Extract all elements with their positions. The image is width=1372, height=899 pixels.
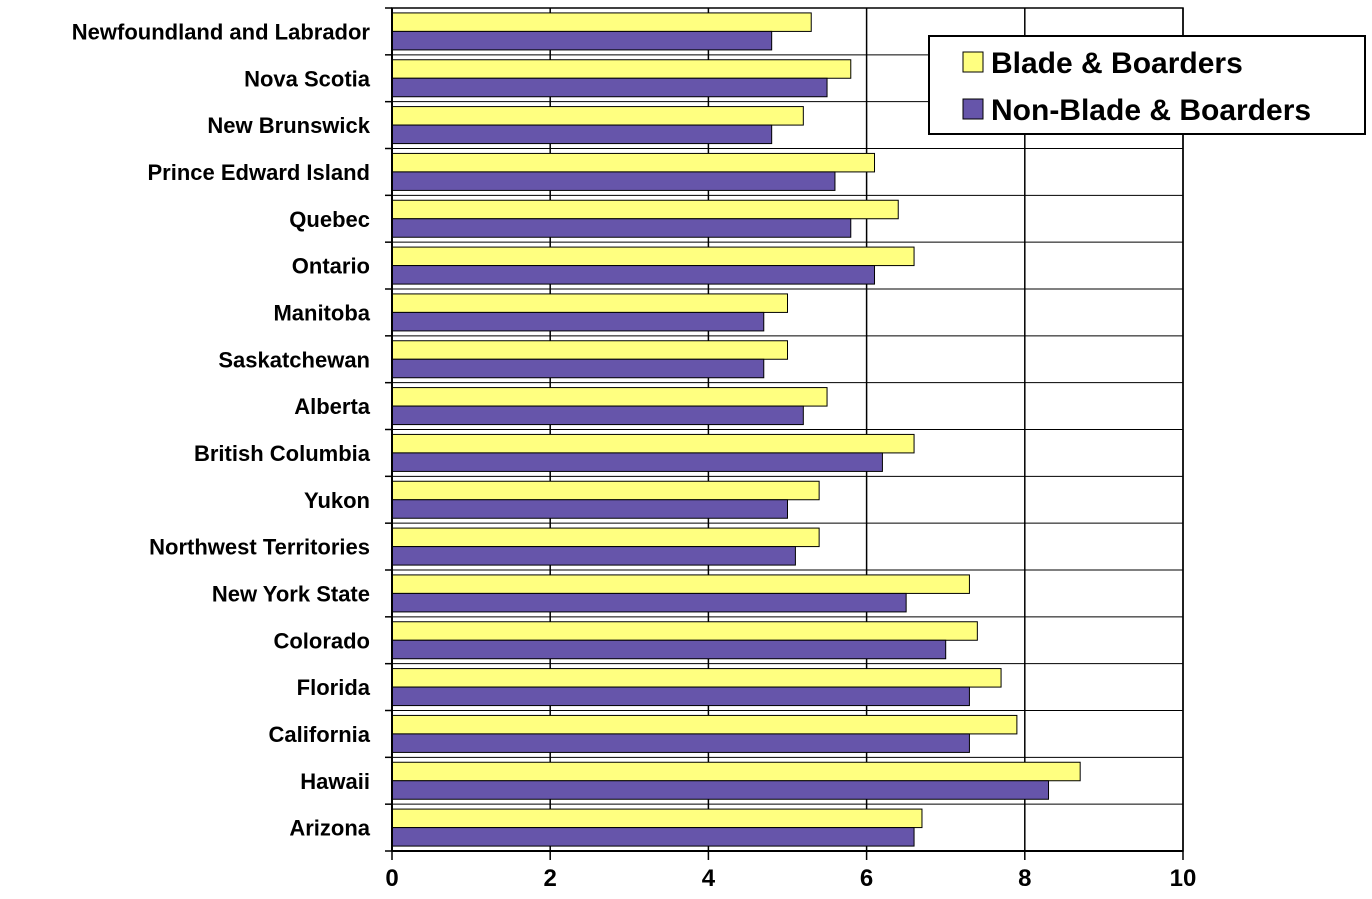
bar-non-blade-boarders (391, 77, 828, 98)
bar-non-blade-boarders (391, 452, 883, 472)
bar-blade-boarders (391, 480, 820, 501)
bar-non-blade-boarders (391, 499, 788, 519)
bar-blade-boarders (391, 340, 788, 360)
bar-blade-boarders (391, 574, 970, 594)
bar-non-blade-boarders (391, 218, 852, 238)
bar-non-blade-boarders (391, 733, 970, 753)
bar-blade-boarders (391, 152, 876, 173)
legend: Blade & Boarders Non-Blade & Boarders (928, 35, 1366, 135)
bar-blade-boarders (391, 433, 915, 454)
category-label: Arizona (289, 816, 370, 841)
bar-blade-boarders (391, 59, 852, 79)
bar-non-blade-boarders (391, 171, 836, 191)
x-tick-label: 2 (544, 865, 557, 892)
axes (385, 7, 1184, 860)
bar-blade-boarders (391, 246, 915, 267)
bar-non-blade-boarders (391, 827, 915, 847)
bar-blade-boarders (391, 12, 812, 32)
x-tick-label: 0 (385, 865, 398, 892)
bar-non-blade-boarders (391, 358, 765, 379)
legend-swatch (962, 98, 984, 120)
category-label: Yukon (304, 488, 370, 513)
category-label: Florida (297, 675, 371, 700)
x-tick-labels: 0 2 4 6 8 10 (385, 865, 1196, 892)
bar-non-blade-boarders (391, 780, 1050, 800)
bar-blade-boarders (391, 527, 820, 548)
x-tick-label: 8 (1018, 865, 1031, 892)
bar-blade-boarders (391, 387, 828, 407)
category-label: Newfoundland and Labrador (72, 19, 371, 44)
bar-non-blade-boarders (391, 686, 970, 707)
bar-blade-boarders (391, 293, 788, 313)
bar-blade-boarders (391, 714, 1018, 735)
bar-non-blade-boarders (391, 639, 947, 660)
category-label: Ontario (292, 254, 370, 279)
bar-blade-boarders (391, 808, 923, 829)
category-label: Alberta (294, 394, 371, 419)
legend-label: Non-Blade & Boarders (991, 94, 1311, 127)
bar-blade-boarders (391, 621, 978, 641)
bar-non-blade-boarders (391, 405, 804, 426)
bar-blade-boarders (391, 668, 1002, 688)
category-label: Quebec (289, 207, 370, 232)
bar-non-blade-boarders (391, 30, 773, 51)
bar-non-blade-boarders (391, 546, 796, 566)
x-tick-label: 10 (1170, 865, 1197, 892)
bar-blade-boarders (391, 199, 899, 220)
bar-non-blade-boarders (391, 592, 907, 613)
bar-blade-boarders (391, 761, 1081, 782)
bar-non-blade-boarders (391, 265, 876, 285)
bars (391, 12, 1081, 847)
x-tick-label: 6 (860, 865, 873, 892)
gridlines (391, 7, 1184, 852)
category-label: Northwest Territories (149, 535, 370, 560)
category-label: British Columbia (194, 441, 371, 466)
x-tick-label: 4 (702, 865, 716, 892)
legend-label: Blade & Boarders (991, 47, 1243, 80)
category-label: Colorado (273, 628, 370, 653)
bar-blade-boarders (391, 106, 804, 126)
category-label: Prince Edward Island (147, 160, 370, 185)
category-label: California (269, 722, 371, 747)
category-labels: Newfoundland and Labrador Nova Scotia New … (72, 19, 371, 840)
category-label: New York State (212, 581, 370, 606)
category-label: Nova Scotia (244, 66, 371, 91)
category-label: Manitoba (273, 300, 370, 325)
bar-non-blade-boarders (391, 311, 765, 332)
category-label: New Brunswick (207, 113, 370, 138)
bar-non-blade-boarders (391, 124, 773, 145)
legend-box (928, 35, 1366, 135)
category-label: Saskatchewan (218, 347, 370, 372)
category-label: Hawaii (300, 769, 370, 794)
legend-swatch (962, 51, 984, 73)
